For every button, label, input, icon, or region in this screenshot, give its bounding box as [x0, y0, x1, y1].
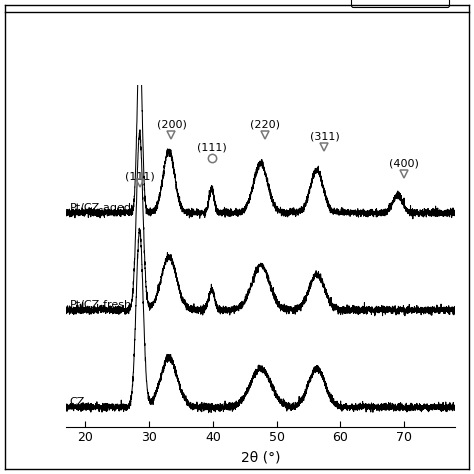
Legend: Ce$_{0.5}$Zr$_{0.5}$O$_2$, Pt: Ce$_{0.5}$Zr$_{0.5}$O$_2$, Pt [351, 0, 449, 7]
Text: Pt/CZ-fresh: Pt/CZ-fresh [70, 300, 132, 310]
Text: Pt/CZ-aged: Pt/CZ-aged [70, 203, 132, 213]
Text: (400): (400) [389, 158, 419, 168]
Text: (220): (220) [250, 119, 280, 129]
Text: (111): (111) [125, 172, 155, 182]
Text: (200): (200) [156, 119, 186, 129]
Text: (111): (111) [197, 143, 227, 153]
X-axis label: 2θ (°): 2θ (°) [241, 450, 281, 464]
Text: CZ: CZ [70, 397, 85, 407]
Text: (311): (311) [310, 132, 339, 142]
